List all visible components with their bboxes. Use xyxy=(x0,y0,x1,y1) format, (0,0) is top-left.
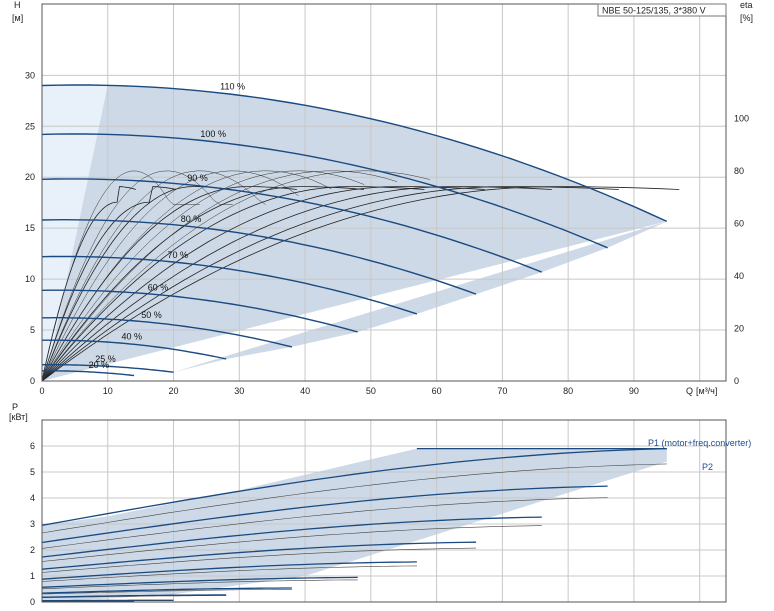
eta-tick-label: 40 xyxy=(734,271,744,281)
p2-curve xyxy=(41,579,358,590)
p2-curve xyxy=(41,525,542,562)
flow-tick-label: 90 xyxy=(629,386,639,396)
flow-tick-label: 20 xyxy=(169,386,179,396)
p1-curve xyxy=(41,541,477,570)
p2-curve xyxy=(41,589,292,595)
speed-label: 60 % xyxy=(148,282,169,292)
converter-efficiency-curve xyxy=(41,170,365,382)
p1-curve xyxy=(41,516,542,558)
converter-efficiency-curve xyxy=(41,170,200,382)
head-tick-label: 0 xyxy=(30,376,35,386)
p2-curve xyxy=(41,565,417,582)
head-curve xyxy=(41,289,358,333)
head-efficiency-panel: 110 %100 %90 %80 %70 %60 %50 %40 %25 %20… xyxy=(12,0,753,396)
p1-label: P1 (motor+freq.converter) xyxy=(648,438,751,448)
power-tick-label: 6 xyxy=(30,441,35,451)
speed-label: 100 % xyxy=(200,129,226,139)
eta-tick-label: 80 xyxy=(734,166,744,176)
power-tick-label: 2 xyxy=(30,545,35,555)
head-curve xyxy=(42,364,174,373)
p2-curve xyxy=(41,497,608,549)
eta-tick-label: 60 xyxy=(734,218,744,228)
efficiency-curve xyxy=(41,186,137,382)
head-curve xyxy=(41,255,418,315)
efficiency-curve xyxy=(41,186,485,382)
flow-axis-unit: [м³/ч] xyxy=(696,386,717,396)
eta-tick-label: 100 xyxy=(734,113,749,123)
power-tick-label: 5 xyxy=(30,467,35,477)
low-flow-area xyxy=(42,85,108,382)
head-plot-frame xyxy=(41,3,727,382)
p1-curve xyxy=(41,594,227,598)
power-tick-label: 0 xyxy=(30,597,35,607)
converter-efficiency-curve xyxy=(41,170,266,382)
head-tick-label: 10 xyxy=(25,274,35,284)
head-tick-label: 25 xyxy=(25,121,35,131)
flow-tick-label: 50 xyxy=(366,386,376,396)
eta-axis-label: eta xyxy=(740,0,753,10)
power-tick-label: 3 xyxy=(30,519,35,529)
head-curve xyxy=(42,370,135,377)
p1-curve xyxy=(41,561,417,580)
flow-tick-label: 40 xyxy=(300,386,310,396)
head-axis-unit: [м] xyxy=(12,13,23,23)
speed-label: 50 % xyxy=(141,310,162,320)
title-box xyxy=(597,3,727,17)
flow-tick-label: 60 xyxy=(432,386,442,396)
power-panel: 0 1 2 3 4 5 6 P [кВт] P1 (motor+freq.converter… xyxy=(9,402,751,607)
flow-tick-label: 0 xyxy=(39,386,44,396)
head-curve xyxy=(41,218,477,295)
eta-axis-unit: [%] xyxy=(740,13,753,23)
efficiency-curve xyxy=(41,186,177,382)
speed-label: 80 % xyxy=(181,214,202,224)
flow-tick-label: 10 xyxy=(103,386,113,396)
converter-efficiency-curve xyxy=(41,170,299,382)
flow-axis-label: Q xyxy=(686,386,693,396)
converter-efficiency-curve xyxy=(41,170,398,382)
p2-curve xyxy=(41,463,667,534)
flow-tick-label: 80 xyxy=(563,386,573,396)
head-curve xyxy=(42,339,227,360)
p2-curve xyxy=(41,595,227,598)
flow-tick-label: 70 xyxy=(497,386,507,396)
converter-efficiency-curve xyxy=(41,170,431,382)
efficiency-curve xyxy=(41,186,365,382)
head-tick-label: 15 xyxy=(25,223,35,233)
efficiency-curve xyxy=(41,186,425,382)
eta-tick-label: 20 xyxy=(734,323,744,333)
head-tick-label: 5 xyxy=(30,325,35,335)
speed-label: 20 % xyxy=(89,360,110,370)
pump-title: NBE 50-125/135, 3*380 V xyxy=(602,6,706,16)
head-curve xyxy=(41,84,668,223)
speed-label: 40 % xyxy=(122,332,143,342)
efficiency-curve xyxy=(41,186,552,382)
power-axis-unit: [кВт] xyxy=(9,412,28,422)
flow-tick-label: 30 xyxy=(234,386,244,396)
p2-label: P2 xyxy=(702,462,713,472)
head-tick-label: 20 xyxy=(25,172,35,182)
head-curve xyxy=(42,317,293,348)
p2-curve xyxy=(41,547,477,573)
power-tick-label: 4 xyxy=(30,493,35,503)
speed-label: 25 % xyxy=(95,354,116,364)
p1-curve xyxy=(41,485,608,544)
efficiency-curve xyxy=(41,186,230,382)
efficiency-curve xyxy=(41,186,619,382)
speed-label: 70 % xyxy=(168,250,189,260)
head-curve xyxy=(41,133,608,249)
speed-label: 110 % xyxy=(220,82,245,92)
power-axis-label: P xyxy=(12,402,18,412)
power-plot-frame xyxy=(41,419,727,603)
head-axis-label: H xyxy=(14,0,21,10)
p1-curve xyxy=(41,447,667,526)
converter-efficiency-curve xyxy=(41,170,332,382)
head-tick-label: 30 xyxy=(25,70,35,80)
p1-curve xyxy=(41,587,292,594)
power-tick-label: 1 xyxy=(30,571,35,581)
p1-curve xyxy=(41,576,358,588)
eta-tick-label: 0 xyxy=(734,376,739,386)
head-curve xyxy=(41,178,543,273)
speed-label: 90 % xyxy=(187,173,208,183)
